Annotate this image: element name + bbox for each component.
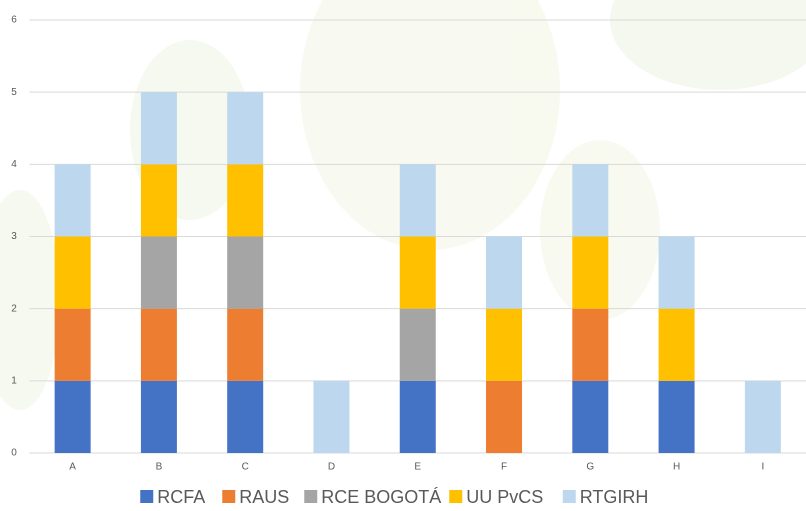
y-tick-label: 2 <box>11 303 17 314</box>
bar-segment <box>141 164 177 236</box>
legend-label: RAUS <box>239 487 289 507</box>
x-tick-label: B <box>156 462 163 473</box>
bar-segment <box>486 381 522 453</box>
bar-segment <box>486 309 522 381</box>
bar-segment <box>55 164 91 236</box>
bar-segment <box>486 237 522 309</box>
bar-segment <box>55 237 91 309</box>
bar-segment <box>141 381 177 453</box>
bar-segment <box>400 164 436 236</box>
bar-segment <box>572 164 608 236</box>
bar-segment <box>745 381 781 453</box>
bar-segment <box>141 92 177 164</box>
bar-segment <box>313 381 349 453</box>
bar-segment <box>659 237 695 309</box>
bar-segment <box>659 381 695 453</box>
y-tick-label: 1 <box>11 375 17 386</box>
bar-segment <box>572 381 608 453</box>
bar-segment <box>400 381 436 453</box>
bar-segment <box>400 309 436 381</box>
x-tick-label: E <box>414 462 421 473</box>
x-tick-label: I <box>761 462 764 473</box>
bar-segment <box>227 381 263 453</box>
x-tick-label: A <box>69 462 76 473</box>
x-tick-label: D <box>328 462 335 473</box>
y-tick-label: 6 <box>11 15 17 26</box>
bar-segment <box>659 309 695 381</box>
bar-segment <box>55 309 91 381</box>
x-tick-label: C <box>242 462 249 473</box>
legend-swatch <box>449 490 462 503</box>
bar-segment <box>227 237 263 309</box>
bar-segment <box>227 309 263 381</box>
bar-segment <box>141 309 177 381</box>
legend-label: RCFA <box>157 487 205 507</box>
bar-segment <box>55 381 91 453</box>
bar-segment <box>400 237 436 309</box>
legend-swatch <box>563 490 576 503</box>
legend-label: RTGIRH <box>580 487 649 507</box>
bar-segment <box>572 309 608 381</box>
y-tick-label: 4 <box>11 159 17 170</box>
legend-swatch <box>140 490 153 503</box>
y-tick-label: 0 <box>11 448 17 459</box>
x-tick-label: H <box>673 462 680 473</box>
chart: 0 1 2 3 4 5 6 A B C D E F G H I RCFA RAUS RCE BOGOTÁ UU PvC… <box>0 0 806 511</box>
legend-label: UU PvCS <box>466 487 543 507</box>
legend-swatch <box>222 490 235 503</box>
x-tick-label: G <box>586 462 594 473</box>
y-tick-label: 3 <box>11 231 17 242</box>
legend-label: RCE BOGOTÁ <box>321 487 441 507</box>
bar-segment <box>141 237 177 309</box>
x-tick-label: F <box>501 462 507 473</box>
bar-segment <box>227 164 263 236</box>
bar-segment <box>227 92 263 164</box>
y-tick-label: 5 <box>11 87 17 98</box>
bar-segment <box>572 237 608 309</box>
legend-swatch <box>304 490 317 503</box>
